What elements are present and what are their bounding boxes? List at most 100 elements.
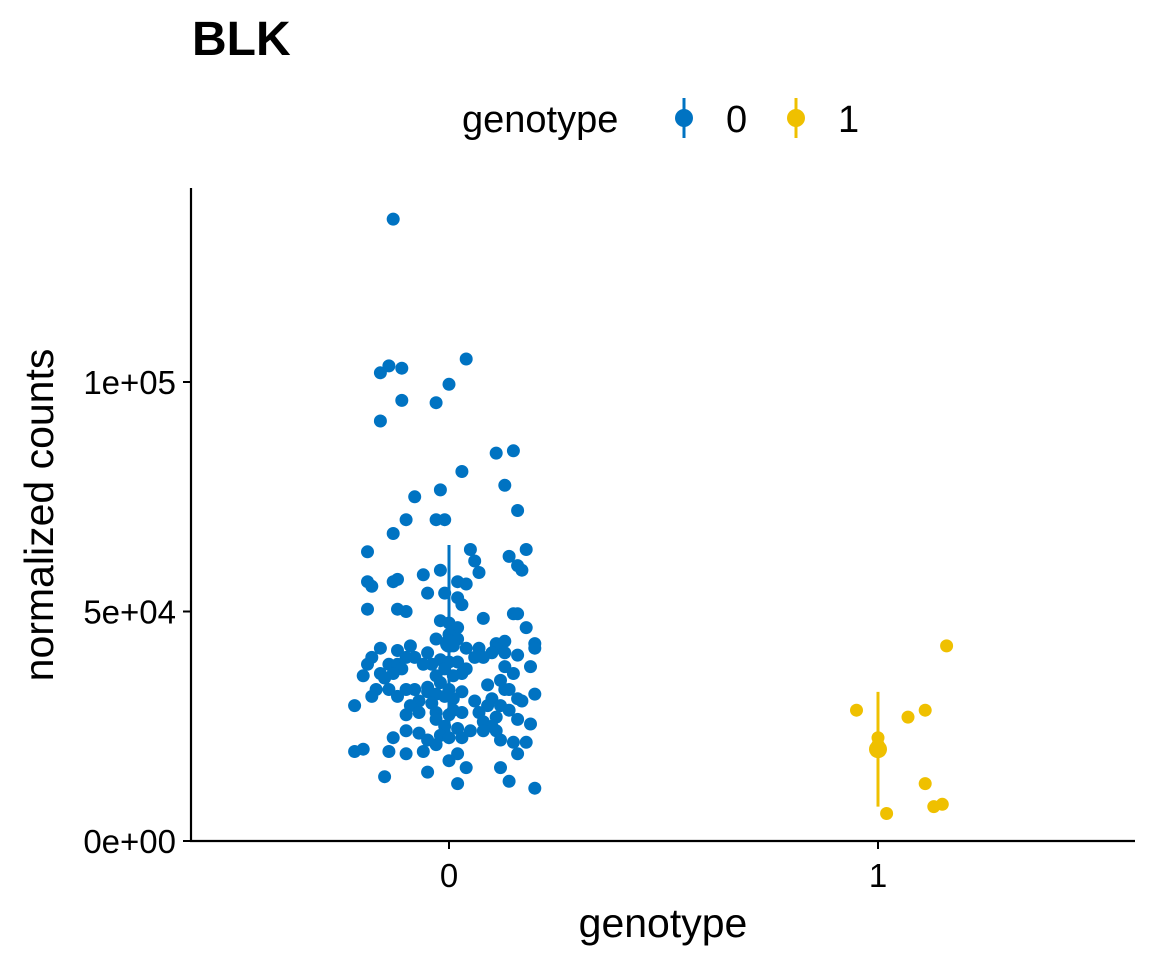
data-point-g0-67	[498, 646, 512, 660]
y-tick-label-0: 0e+00	[83, 823, 176, 860]
data-point-g0-163	[459, 761, 473, 775]
data-point-g1-2	[918, 703, 932, 717]
summary-mean-g0	[440, 634, 458, 653]
data-point-g0-93	[378, 671, 392, 685]
data-point-g0-141	[476, 724, 490, 738]
data-point-g0-5	[442, 377, 456, 391]
legend-key-point-1	[787, 109, 805, 127]
legend-entry-1: 1	[787, 98, 859, 141]
data-point-g0-126	[412, 706, 426, 719]
data-point-g0-51	[429, 632, 443, 646]
data-point-g0-8	[373, 414, 387, 428]
data-point-g0-92	[506, 667, 520, 680]
chart-title: BLK	[192, 13, 291, 66]
data-point-g0-16	[399, 513, 413, 527]
data-point-g0-152	[519, 735, 533, 749]
data-point-g0-62	[528, 641, 542, 655]
data-point-g0-155	[382, 745, 396, 758]
data-point-g1-3	[901, 710, 915, 724]
data-point-g1-1	[850, 703, 863, 717]
data-point-g1-6	[918, 777, 932, 791]
data-point-g0-24	[468, 554, 482, 568]
data-point-g0-84	[524, 660, 537, 674]
data-point-g0-142	[399, 724, 413, 738]
data-point-g0-21	[519, 543, 533, 556]
data-point-g0-78	[416, 657, 430, 671]
data-point-g0-150	[494, 733, 507, 747]
data-point-g0-128	[502, 703, 516, 717]
y-axis-ticks: 0e+00 5e+04 1e+05	[83, 364, 191, 860]
data-point-g0-105	[502, 683, 516, 696]
data-point-g0-36	[421, 586, 435, 600]
data-point-g0-160	[511, 747, 525, 761]
data-point-g0-110	[365, 689, 379, 703]
data-point-g0-28	[416, 568, 430, 582]
x-tick-label-0: 0	[440, 857, 458, 894]
data-point-g0-151	[506, 735, 520, 749]
y-axis-label: normalized counts	[16, 349, 62, 682]
x-axis-label: genotype	[579, 900, 748, 946]
data-point-g0-12	[498, 478, 512, 492]
data-point-g0-39	[455, 598, 469, 612]
data-point-g0-10	[506, 444, 520, 458]
data-point-g0-70	[468, 650, 482, 664]
data-point-g0-109	[528, 687, 542, 701]
data-point-g0-3	[395, 361, 409, 375]
data-point-g0-156	[416, 745, 430, 758]
data-point-g0-44	[511, 607, 525, 621]
data-point-g0-42	[399, 605, 413, 618]
data-point-g0-59	[459, 641, 473, 655]
data-point-g0-85	[361, 657, 374, 671]
data-point-g0-133	[511, 712, 525, 726]
legend-label-0: 0	[726, 99, 747, 141]
data-point-g0-18	[438, 513, 452, 527]
data-point-g0-4	[373, 366, 387, 380]
data-point-g0-20	[463, 543, 477, 556]
x-tick-label-1: 1	[869, 857, 887, 894]
data-point-g0-19	[386, 527, 400, 540]
data-point-g0-161	[442, 754, 456, 768]
data-point-g0-11	[455, 465, 469, 478]
data-point-g0-49	[519, 621, 533, 635]
data-point-g0-9	[489, 446, 503, 460]
data-point-g0-125	[455, 706, 469, 719]
data-point-g0-63	[373, 641, 387, 655]
data-point-g0-117	[468, 694, 482, 708]
data-point-g0-26	[472, 566, 486, 579]
data-point-g0-13	[433, 483, 447, 497]
data-point-g0-98	[481, 678, 495, 692]
data-point-g0-94	[356, 669, 370, 683]
data-point-g0-45	[476, 611, 490, 625]
data-point-g0-29	[515, 563, 529, 577]
data-point-g0-58	[403, 639, 417, 653]
data-point-g0-148	[386, 731, 400, 745]
data-points	[348, 212, 954, 820]
y-tick-label-1: 5e+04	[83, 594, 176, 631]
data-point-g0-167	[451, 777, 465, 791]
data-point-g0-162	[494, 761, 507, 775]
data-point-g0-119	[515, 694, 529, 708]
data-point-g0-168	[528, 781, 542, 795]
data-point-g0-14	[408, 490, 422, 504]
data-point-g0-130	[399, 708, 413, 722]
data-point-g0-120	[348, 699, 362, 713]
legend-entry-0: 0	[675, 98, 747, 141]
data-point-g0-112	[391, 689, 404, 703]
data-point-g0-33	[365, 579, 379, 593]
legend-label-1: 1	[838, 99, 859, 141]
data-point-g0-147	[455, 731, 469, 745]
data-point-g0-164	[421, 765, 435, 779]
data-point-g0-7	[429, 396, 443, 410]
data-point-g0-138	[524, 717, 537, 731]
y-tick-label-2: 1e+05	[83, 364, 176, 401]
data-point-g0-31	[386, 575, 400, 589]
data-point-g0-65	[421, 646, 435, 660]
legend-key-point-0	[675, 109, 693, 127]
data-point-g0-23	[502, 549, 516, 563]
data-point-g0-0	[386, 212, 400, 226]
data-point-g0-165	[378, 770, 392, 784]
legend: genotype 0 1	[462, 98, 859, 141]
data-point-g0-68	[511, 648, 525, 662]
